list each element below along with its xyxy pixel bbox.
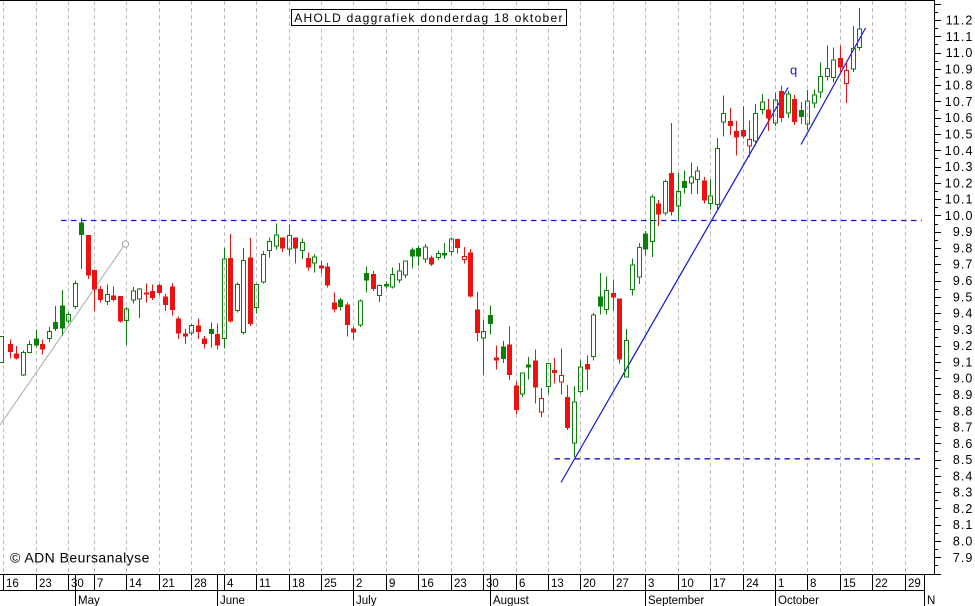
svg-text:8.0: 8.0 [953, 535, 974, 549]
svg-text:9.1: 9.1 [953, 355, 974, 369]
svg-text:10.8: 10.8 [945, 79, 974, 93]
svg-text:q: q [790, 63, 797, 78]
svg-text:September: September [648, 595, 704, 606]
svg-text:May: May [78, 595, 100, 606]
svg-text:9.7: 9.7 [953, 258, 974, 272]
svg-text:10.2: 10.2 [945, 176, 974, 190]
svg-text:8.3: 8.3 [953, 486, 974, 500]
svg-text:9.8: 9.8 [953, 242, 974, 256]
svg-text:9.4: 9.4 [953, 307, 974, 321]
svg-text:27: 27 [616, 578, 629, 590]
svg-text:10.5: 10.5 [945, 128, 974, 142]
svg-text:28: 28 [194, 578, 207, 590]
svg-text:8.1: 8.1 [953, 518, 974, 532]
svg-text:3: 3 [648, 578, 654, 590]
svg-text:6: 6 [519, 578, 525, 590]
svg-text:20: 20 [583, 578, 596, 590]
svg-text:8.8: 8.8 [953, 404, 974, 418]
svg-text:18: 18 [292, 578, 305, 590]
svg-text:10.7: 10.7 [945, 95, 974, 109]
svg-text:9.5: 9.5 [953, 290, 974, 304]
svg-text:1: 1 [778, 578, 784, 590]
svg-text:11.0: 11.0 [946, 46, 974, 60]
svg-text:22: 22 [875, 578, 888, 590]
svg-text:4: 4 [227, 578, 234, 590]
svg-text:23: 23 [39, 578, 52, 590]
svg-text:10.3: 10.3 [945, 160, 974, 174]
svg-text:AHOLD daggrafiek donderdag 18: AHOLD daggrafiek donderdag 18 oktober [294, 11, 564, 25]
svg-text:13: 13 [551, 578, 564, 590]
svg-text:10.6: 10.6 [945, 111, 974, 125]
svg-text:10.4: 10.4 [945, 144, 974, 158]
svg-text:29: 29 [908, 578, 921, 590]
svg-text:8.5: 8.5 [953, 453, 974, 467]
svg-text:10.0: 10.0 [945, 209, 974, 223]
svg-text:23: 23 [454, 578, 467, 590]
svg-text:11.2: 11.2 [946, 14, 974, 28]
svg-text:15: 15 [843, 578, 856, 590]
svg-text:30: 30 [486, 578, 499, 590]
svg-text:© ADN Beursanalyse: © ADN Beursanalyse [10, 550, 150, 566]
svg-text:8.4: 8.4 [953, 469, 974, 483]
svg-text:9.2: 9.2 [953, 339, 974, 353]
svg-text:N: N [927, 595, 935, 606]
svg-text:30: 30 [71, 578, 84, 590]
svg-text:24: 24 [746, 578, 759, 590]
svg-text:October: October [778, 595, 819, 606]
svg-text:8.9: 8.9 [953, 388, 974, 402]
svg-text:9.6: 9.6 [953, 274, 974, 288]
svg-text:11.1: 11.1 [946, 30, 974, 44]
svg-text:8.2: 8.2 [953, 502, 974, 516]
svg-text:17: 17 [713, 578, 726, 590]
svg-text:2: 2 [356, 578, 362, 590]
svg-text:25: 25 [324, 578, 337, 590]
svg-text:9: 9 [389, 578, 395, 590]
svg-text:10.1: 10.1 [945, 193, 974, 207]
svg-text:10: 10 [681, 578, 694, 590]
svg-text:July: July [356, 595, 377, 606]
svg-text:8: 8 [810, 578, 816, 590]
svg-text:14: 14 [129, 578, 142, 590]
svg-text:11: 11 [259, 578, 271, 590]
svg-text:10.9: 10.9 [945, 62, 974, 76]
svg-text:16: 16 [421, 578, 434, 590]
svg-text:9.3: 9.3 [953, 323, 974, 337]
svg-text:7: 7 [97, 578, 103, 590]
svg-text:8.7: 8.7 [953, 421, 974, 435]
svg-text:June: June [220, 595, 245, 606]
svg-text:9.0: 9.0 [953, 372, 974, 386]
svg-text:7.9: 7.9 [953, 551, 974, 565]
svg-text:9.9: 9.9 [953, 225, 974, 239]
svg-text:16: 16 [6, 578, 19, 590]
svg-text:8.6: 8.6 [953, 437, 974, 451]
svg-text:21: 21 [162, 578, 175, 590]
svg-text:August: August [493, 595, 530, 606]
